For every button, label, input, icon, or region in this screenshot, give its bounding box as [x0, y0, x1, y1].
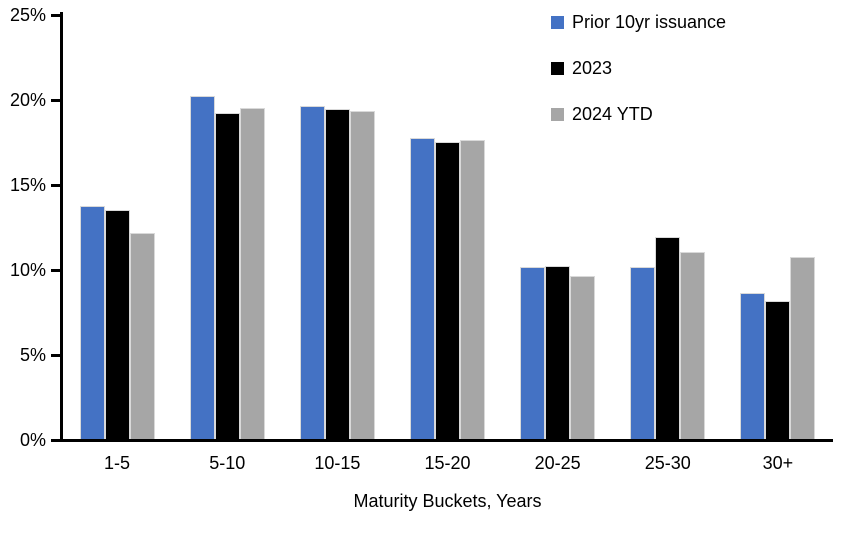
x-axis-line: [60, 439, 833, 442]
bar-group-1-5: [62, 14, 172, 439]
bar: [434, 141, 460, 439]
legend-swatch: [551, 107, 564, 121]
bar: [324, 109, 350, 439]
y-axis-tick: [51, 269, 60, 272]
bar: [129, 233, 155, 439]
bar: [740, 292, 766, 439]
bar: [630, 267, 656, 439]
y-tick-label: 5%: [19, 345, 46, 365]
x-tick-label: 1-5: [104, 453, 131, 473]
bar: [409, 138, 435, 439]
y-tick-label: 10%: [9, 260, 46, 280]
bar-group-10-15: [282, 14, 392, 439]
x-tick-label: 5-10: [209, 453, 246, 473]
bar-group-15-20: [392, 14, 502, 439]
legend-item: 2023: [551, 57, 726, 79]
bar: [545, 265, 571, 439]
legend-label: Prior 10yr issuance: [572, 12, 727, 32]
legend-label: 2023: [572, 58, 613, 78]
legend-label: 2024 YTD: [572, 104, 653, 124]
legend-item: Prior 10yr issuance: [551, 11, 726, 33]
bar-group-20-25: [503, 14, 613, 439]
y-axis-tick: [51, 354, 60, 357]
bar: [790, 257, 816, 439]
bar: [349, 110, 375, 439]
bar: [104, 209, 130, 439]
bar: [299, 105, 325, 439]
bar-group-30+: [723, 14, 833, 439]
legend-item: 2024 YTD: [551, 103, 726, 125]
bar: [655, 236, 681, 439]
x-axis-title: Maturity Buckets, Years: [353, 491, 542, 511]
bar: [214, 112, 240, 439]
y-tick-label: 20%: [9, 90, 46, 110]
x-tick-label: 30+: [762, 453, 794, 473]
bar: [459, 139, 485, 439]
y-axis-tick: [51, 184, 60, 187]
legend-swatch: [551, 15, 564, 29]
x-tick-label: 25-30: [644, 453, 691, 473]
bar: [765, 301, 791, 439]
x-tick-label: 10-15: [314, 453, 361, 473]
x-tick-label: 15-20: [424, 453, 471, 473]
y-axis-tick: [51, 439, 60, 442]
bar-group-25-30: [613, 14, 723, 439]
bar: [570, 275, 596, 439]
y-axis-tick: [51, 99, 60, 102]
y-tick-label: 0%: [19, 430, 46, 450]
y-axis-tick: [51, 14, 60, 17]
bar: [680, 252, 706, 439]
plot-area: [62, 14, 833, 439]
y-axis-line: [60, 12, 63, 442]
y-tick-label: 15%: [9, 175, 46, 195]
legend: Prior 10yr issuance 2023 2024 YTD: [551, 11, 726, 149]
legend-swatch: [551, 61, 564, 75]
y-tick-label: 25%: [9, 5, 46, 25]
x-tick-label: 20-25: [534, 453, 581, 473]
bar: [189, 95, 215, 439]
bar: [239, 107, 265, 439]
bar: [79, 206, 105, 439]
bar: [520, 267, 546, 439]
bar-group-5-10: [172, 14, 282, 439]
